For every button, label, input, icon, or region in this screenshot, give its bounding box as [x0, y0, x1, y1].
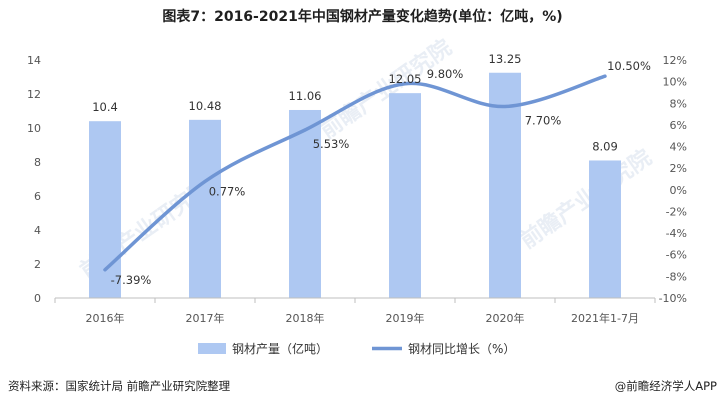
growth-line-layer	[103, 74, 607, 272]
source-note: 资料来源：国家统计局 前瞻产业研究院整理	[8, 379, 231, 393]
right-tick-label: 4%	[670, 141, 687, 154]
watermark-2: 前瞻产业研究院	[515, 144, 656, 254]
axes-layer: 0 2 4 6 8 10 12 14 -10% -8% -6% -4% -2% 0% 2% 4% 6% 8% 10%…	[27, 54, 687, 325]
bar-value-label: 12.05	[389, 72, 422, 86]
bar-production	[189, 119, 221, 298]
line-value-label: 7.70%	[525, 114, 562, 128]
left-tick-label: 2	[34, 258, 41, 271]
bar-production	[489, 72, 521, 298]
left-tick-label: 14	[27, 54, 41, 67]
line-value-label: 0.77%	[209, 184, 246, 198]
right-tick-label: -4%	[666, 227, 687, 240]
bar-production	[289, 109, 321, 298]
right-tick-label: 12%	[663, 54, 687, 67]
left-tick-label: 8	[34, 156, 41, 169]
left-tick-label: 10	[27, 122, 41, 135]
right-tick-label: -6%	[666, 249, 687, 262]
bar-value-label: 10.48	[189, 99, 222, 113]
right-tick-label: -10%	[659, 292, 687, 305]
legend-bar-swatch	[198, 343, 226, 354]
left-tick-label: 0	[34, 292, 41, 305]
right-tick-label: 8%	[670, 97, 687, 110]
growth-line	[103, 74, 607, 272]
right-tick-label: -2%	[666, 205, 687, 218]
legend-line-label: 钢材同比增长（%）	[408, 342, 515, 356]
line-value-label: 10.50%	[607, 59, 651, 73]
bar-production	[389, 93, 421, 299]
bars-layer	[89, 72, 621, 299]
left-tick-label: 4	[34, 224, 41, 237]
right-tick-label: 0%	[670, 184, 687, 197]
right-tick-label: -8%	[666, 270, 687, 283]
line-value-label: -7.39%	[111, 273, 152, 287]
bar-production	[589, 160, 621, 298]
line-value-label: 9.80%	[427, 67, 464, 81]
bar-value-label: 10.4	[92, 100, 118, 114]
chart-title: 图表7：2016-2021年中国钢材产量变化趋势(单位：亿吨，%)	[162, 9, 563, 25]
legend: 钢材产量（亿吨） 钢材同比增长（%）	[198, 341, 515, 356]
line-value-label: 5.53%	[313, 137, 350, 151]
right-tick-label: 10%	[663, 76, 687, 89]
category-label: 2017年	[186, 311, 225, 325]
right-tick-label: 6%	[670, 119, 687, 132]
brand-credit: @前瞻经济学人APP	[614, 379, 717, 393]
category-label: 2019年	[386, 311, 425, 325]
right-tick-label: 2%	[670, 162, 687, 175]
category-label: 2021年1-7月	[571, 311, 639, 325]
bar-value-label: 11.06	[289, 89, 322, 103]
data-labels-layer: 10.4 10.48 11.06 12.05 13.25 8.09 -7.39% 0.77% 5…	[92, 52, 651, 287]
left-tick-label: 6	[34, 190, 41, 203]
category-label: 2016年	[86, 311, 125, 325]
legend-bar-label: 钢材产量（亿吨）	[232, 341, 328, 356]
bar-value-label: 13.25	[489, 52, 522, 66]
category-label: 2020年	[486, 311, 525, 325]
bar-value-label: 8.09	[592, 139, 618, 153]
category-label: 2018年	[286, 311, 325, 325]
left-tick-label: 12	[27, 88, 41, 101]
